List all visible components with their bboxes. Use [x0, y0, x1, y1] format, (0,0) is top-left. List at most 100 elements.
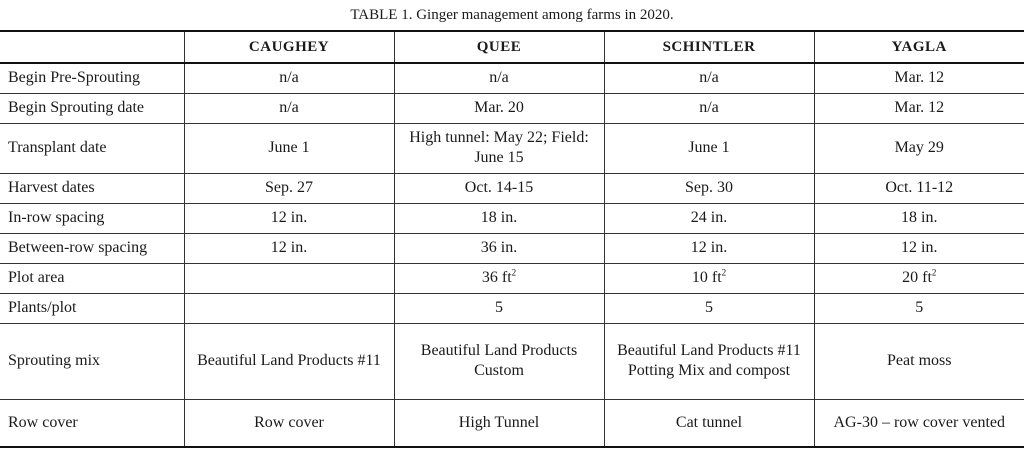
cell-value: Mar. 12	[894, 99, 945, 116]
table-row: Plot area 36 ft2 10 ft2 20 ft2	[0, 262, 1024, 294]
cell-value: n/a	[279, 99, 299, 116]
table-row: Plants/plot 5 5 5	[0, 292, 1024, 324]
cell-value: 12 in.	[270, 209, 308, 226]
cell-value: Beautiful Land Products #11 Potting Mix …	[617, 342, 801, 379]
table-row: Between-row spacing 12 in. 36 in. 12 in. 12 …	[0, 232, 1024, 264]
table-cell: Beautiful Land Products Custom	[393, 322, 605, 400]
cell-value: 5	[915, 299, 924, 316]
cell-value: Beautiful Land Products Custom	[420, 342, 578, 379]
cell-value: 36 in.	[480, 239, 518, 256]
table-row: Sprouting mix Beautiful Land Products #11…	[0, 322, 1024, 400]
table-cell: 36 in.	[393, 232, 605, 264]
table-cell: Mar. 12	[813, 62, 1024, 94]
column-header: YAGLA	[813, 30, 1024, 64]
ginger-management-table: CAUGHEY QUEE SCHINTLER YAGLA Begin Pre-S…	[0, 30, 1024, 448]
table-cell: n/a	[393, 62, 605, 94]
table-row: In-row spacing 12 in. 18 in. 24 in. 18 in.	[0, 202, 1024, 234]
table-cell: n/a	[603, 92, 815, 124]
table-cell: 18 in.	[393, 202, 605, 234]
table-cell	[183, 292, 395, 324]
table-caption: TABLE 1. Ginger management among farms i…	[350, 7, 674, 23]
cell-value: Row cover	[254, 413, 324, 431]
cell-value: Oct. 11-12	[885, 179, 954, 196]
header-blank	[0, 30, 185, 64]
cell-value: June 1	[688, 139, 730, 156]
table-cell: High Tunnel	[393, 398, 605, 448]
cell-value: Beautiful Land Products #11	[197, 352, 381, 369]
table-cell: Beautiful Land Products #11 Potting Mix …	[603, 322, 815, 400]
cell-value: n/a	[699, 69, 719, 87]
table-cell: 20 ft2	[813, 262, 1024, 294]
table-cell: Sep. 27	[183, 172, 395, 204]
cell-value: Oct. 14-15	[464, 179, 534, 196]
row-label: Begin Sprouting date	[0, 92, 185, 124]
table-row: Begin Sprouting date n/a Mar. 20 n/a Mar. 12	[0, 92, 1024, 124]
table-cell: May 29	[813, 122, 1024, 174]
table-cell: 12 in.	[603, 232, 815, 264]
table-row: Row cover Row cover High Tunnel Cat tunnel A…	[0, 398, 1024, 448]
superscript: 2	[931, 267, 937, 278]
superscript: 2	[721, 267, 727, 278]
table-cell: Peat moss	[813, 322, 1024, 400]
row-label: Sprouting mix	[0, 322, 185, 400]
cell-value: Peat moss	[887, 352, 952, 369]
row-label: Plants/plot	[0, 292, 185, 324]
table-cell: 24 in.	[603, 202, 815, 234]
table-cell: 12 in.	[183, 202, 395, 234]
row-label: In-row spacing	[0, 202, 185, 234]
table-cell: AG-30 – row cover vented	[813, 398, 1024, 448]
cell-value: Sep. 27	[265, 179, 313, 196]
cell-value: n/a	[279, 69, 299, 87]
cell-value: Cat tunnel	[675, 413, 743, 431]
table-cell: 5	[393, 292, 605, 324]
table-cell: 18 in.	[813, 202, 1024, 234]
cell-value: High tunnel: May 22; Field: June 15	[409, 129, 589, 166]
table-cell: Oct. 11-12	[813, 172, 1024, 204]
cell-value: 36 ft	[481, 269, 512, 286]
table-cell: Cat tunnel	[603, 398, 815, 448]
table-cell: 10 ft2	[603, 262, 815, 294]
column-header: CAUGHEY	[183, 30, 395, 64]
table-cell: 12 in.	[813, 232, 1024, 264]
cell-value: 12 in.	[270, 239, 308, 256]
row-label: Between-row spacing	[0, 232, 185, 264]
table-cell: 12 in.	[183, 232, 395, 264]
table-cell: Sep. 30	[603, 172, 815, 204]
cell-value: 5	[495, 299, 503, 316]
table-row: Begin Pre-Sprouting n/a n/a n/a Mar. 12	[0, 62, 1024, 94]
column-header: QUEE	[393, 30, 605, 64]
table-row: Harvest dates Sep. 27 Oct. 14-15 Sep. 30 Oct…	[0, 172, 1024, 204]
table-row: Transplant date June 1 High tunnel: May 22…	[0, 122, 1024, 174]
header-row: CAUGHEY QUEE SCHINTLER YAGLA	[0, 30, 1024, 64]
row-label: Begin Pre-Sprouting	[0, 62, 185, 94]
cell-value: Mar. 20	[474, 99, 524, 116]
cell-value: High Tunnel	[458, 413, 540, 431]
table-cell: June 1	[183, 122, 395, 174]
superscript: 2	[511, 267, 517, 278]
cell-value: 12 in.	[901, 239, 938, 256]
table-cell: 36 ft2	[393, 262, 605, 294]
cell-value: n/a	[699, 99, 719, 116]
table-cell	[183, 262, 395, 294]
cell-value: 5	[705, 299, 713, 316]
cell-value: 20 ft	[902, 269, 932, 286]
row-label: Transplant date	[0, 122, 185, 174]
cell-value: AG-30 – row cover vented	[833, 413, 1006, 431]
cell-value: 12 in.	[690, 239, 728, 256]
column-header: SCHINTLER	[603, 30, 815, 64]
table-cell: 5	[603, 292, 815, 324]
table-cell: n/a	[603, 62, 815, 94]
cell-value: Mar. 12	[894, 69, 945, 87]
cell-value: June 1	[268, 139, 310, 156]
row-label: Row cover	[0, 398, 185, 448]
table-cell: n/a	[183, 62, 395, 94]
table-cell: Row cover	[183, 398, 395, 448]
table-cell: n/a	[183, 92, 395, 124]
table-cell: Mar. 20	[393, 92, 605, 124]
row-label: Harvest dates	[0, 172, 185, 204]
table-cell: High tunnel: May 22; Field: June 15	[393, 122, 605, 174]
table-cell: June 1	[603, 122, 815, 174]
table-cell: 5	[813, 292, 1024, 324]
cell-value: n/a	[489, 69, 509, 87]
table-cell: Oct. 14-15	[393, 172, 605, 204]
